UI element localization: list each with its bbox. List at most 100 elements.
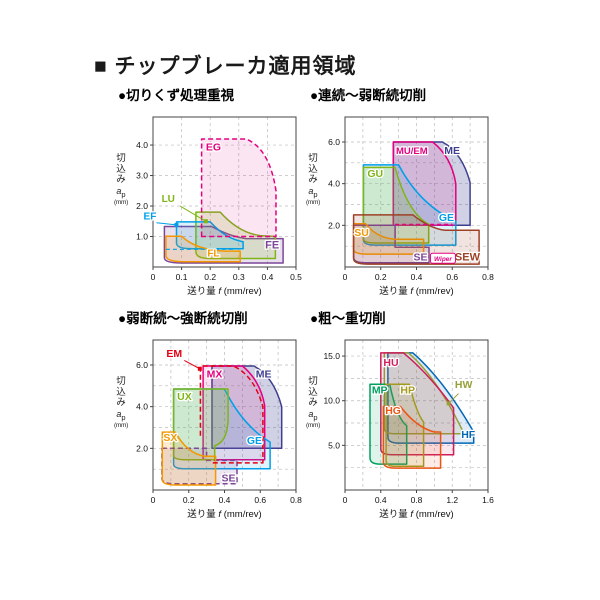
region-label-fe: FE	[265, 240, 279, 252]
y-axis-char: 込	[308, 386, 318, 398]
region-label-fl: FL	[207, 249, 219, 260]
chart-chip-control: ●切りくず処理重視 切 込 み ap (mm) 0 0.1 0.2 0.3 0.4 0.5…	[108, 84, 318, 306]
leader-marker	[197, 366, 202, 371]
y-axis-symbol: ap	[308, 185, 318, 199]
y-axis-char: 込	[308, 163, 318, 175]
y-tick-label: 2.0	[136, 201, 148, 211]
y-tick-label: 6.0	[328, 137, 340, 147]
axes: 0 0.2 0.4 0.6 0.8 2.0 4.0 6.0 送り量 f (mm/rev)	[136, 339, 302, 520]
y-axis-label: 切 込 み ap (mm)	[302, 153, 324, 207]
y-axis-char: 込	[116, 386, 126, 398]
y-axis-symbol: ap	[308, 408, 318, 422]
y-axis-char: 切	[308, 153, 318, 164]
leader-marker	[203, 219, 208, 224]
axes: 0 0.1 0.2 0.3 0.4 0.5 1.0 2.0 3.0 4.0 送り量 f (mm/re…	[136, 116, 302, 297]
region-label-hp: HP	[400, 385, 415, 397]
x-tick-label: 0.6	[446, 272, 458, 282]
x-tick-label: 0.4	[261, 272, 273, 282]
y-axis-char: み	[116, 397, 126, 409]
x-tick-label: 0.2	[204, 272, 216, 282]
y-tick-label: 2.0	[136, 443, 148, 453]
y-axis-label: 切 込 み ap (mm)	[110, 153, 132, 207]
region-label-hw: HW	[455, 379, 473, 391]
plot-border	[152, 116, 297, 268]
region-mp	[369, 383, 408, 465]
region-label-hf: HF	[461, 429, 476, 441]
region-label-gu: GU	[367, 168, 383, 180]
x-axis-label: 送り量 f (mm/rev)	[379, 508, 453, 520]
x-axis-label: 送り量 f (mm/rev)	[187, 285, 261, 297]
y-axis-char: み	[308, 397, 318, 409]
region-hw	[383, 352, 463, 435]
y-tick-label: 6.0	[136, 360, 148, 370]
region-label-hu: HU	[383, 357, 398, 369]
x-tick-label: 0.4	[375, 495, 387, 505]
axes: 0 0.2 0.4 0.6 0.8 2.0 4.0 6.0 送り量 f (mm/rev)	[328, 116, 494, 297]
y-axis-symbol: ap	[116, 408, 126, 422]
y-axis-unit: (mm)	[114, 199, 128, 207]
y-axis-unit: (mm)	[114, 422, 128, 430]
region-muem	[392, 141, 457, 227]
region-hg	[382, 405, 442, 469]
page-title: ■ チップブレーカ適用領域	[94, 55, 357, 78]
y-tick-label: 5.0	[328, 440, 340, 450]
region-hp	[385, 383, 425, 468]
region-label-ge: GE	[247, 435, 262, 447]
regions	[161, 365, 283, 486]
y-tick-label: 4.0	[136, 402, 148, 412]
x-tick-label: 0	[151, 495, 156, 505]
x-tick-label: 0	[343, 272, 348, 282]
region-label-ef: EF	[144, 212, 157, 223]
x-tick-label: 0.4	[219, 495, 231, 505]
region-label-se: SE	[413, 251, 427, 263]
chart-heading: ●連続〜弱断続切削	[310, 88, 427, 103]
region-em	[199, 365, 264, 464]
region-hu	[380, 352, 455, 456]
region-label-lu: LU	[162, 194, 175, 205]
chart-heading: ●切りくず処理重視	[118, 88, 235, 103]
region-me	[392, 141, 471, 227]
axes: 0 0.4 0.8 1.2 1.6 5.0 10.0 15.0 送り量 f (mm/rev)	[323, 339, 494, 520]
y-axis-char: 切	[116, 153, 126, 164]
chart-heading: ●粗〜重切削	[310, 311, 386, 326]
y-tick-label: 4.0	[136, 140, 148, 150]
region-labels: FE LU EF FL EG	[142, 140, 280, 261]
x-tick-label: 0.6	[254, 495, 266, 505]
region-label-ux: UX	[177, 391, 192, 403]
region-label-eg: EG	[206, 142, 221, 154]
x-tick-label: 0.4	[411, 272, 423, 282]
x-tick-label: 0.3	[233, 272, 245, 282]
region-su	[352, 222, 425, 255]
region-ef	[175, 221, 244, 250]
y-axis-label: 切 込 み ap (mm)	[110, 376, 132, 430]
wiper-badge	[429, 252, 456, 264]
region-label-se: SE	[221, 472, 235, 484]
y-axis-char: み	[116, 174, 126, 186]
x-tick-label: 0	[151, 272, 156, 282]
chart-plot: 0 0.1 0.2 0.3 0.4 0.5 1.0 2.0 3.0 4.0 送り量 f (mm/re…	[136, 116, 302, 297]
region-label-sx: SX	[163, 432, 177, 444]
y-tick-label: 1.0	[136, 232, 148, 242]
regions	[163, 138, 284, 264]
x-tick-label: 0.1	[176, 272, 188, 282]
region-hf	[387, 352, 475, 444]
y-axis-label: 切 込 み ap (mm)	[302, 376, 324, 430]
region-labels: HF HW HU MP HP HG	[371, 356, 478, 443]
region-sew	[352, 214, 480, 265]
region-label-sew: SEW	[455, 251, 481, 263]
chart-heading: ●弱断続〜強断続切削	[118, 311, 248, 326]
region-label-em: EM	[166, 348, 182, 360]
x-tick-label: 0.8	[411, 495, 423, 505]
regions	[352, 141, 480, 265]
region-label-su: SU	[354, 227, 369, 239]
chart-interrupted-cutting: ●弱断続〜強断続切削 切 込 み ap (mm) 0 0.2 0.4 0.6 0.8 2.…	[108, 307, 318, 529]
x-tick-label: 0.2	[375, 272, 387, 282]
region-sx	[161, 431, 217, 486]
y-axis-symbol: ap	[116, 185, 126, 199]
y-tick-label: 2.0	[328, 220, 340, 230]
chart-heavy-cutting: ●粗〜重切削 切 込 み ap (mm) 0 0.4 0.8 1.2 1.6 5.0 10.…	[300, 307, 510, 529]
y-axis-char: 切	[116, 376, 126, 387]
y-tick-label: 15.0	[323, 351, 340, 361]
region-labels: ME MX GE UX SE SX EM	[162, 347, 273, 486]
